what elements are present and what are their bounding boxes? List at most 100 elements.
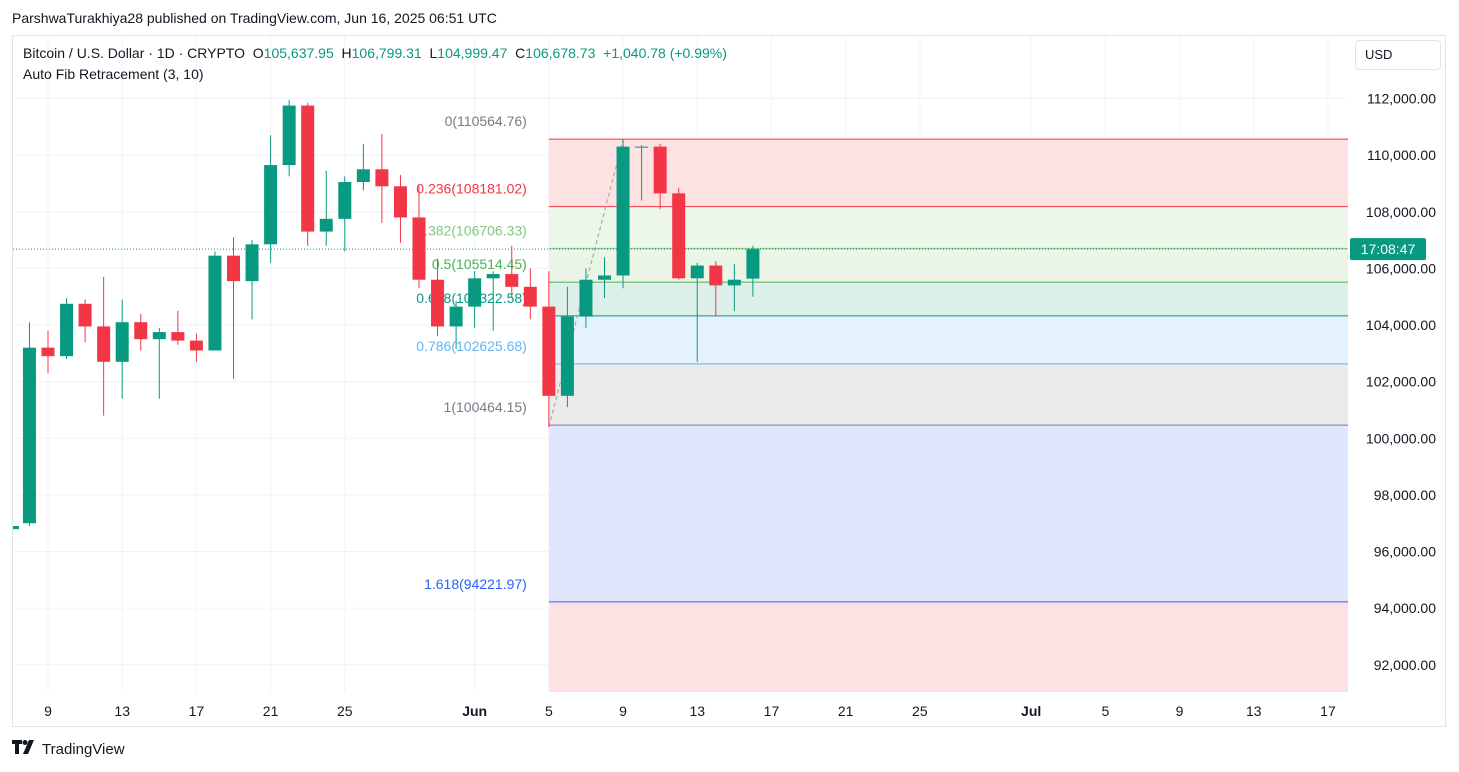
candle-body (746, 249, 760, 279)
candle-body (579, 279, 593, 317)
candle (412, 186, 426, 289)
y-axis-tick-label: 104,000.00 (1366, 317, 1436, 333)
candle (542, 271, 556, 427)
candle-body (449, 306, 463, 327)
x-axis-tick-label: 25 (337, 703, 353, 719)
x-axis-tick-label: Jul (1021, 703, 1041, 719)
fib-level-label: 1(100464.15) (444, 399, 527, 415)
x-axis-tick-label: 9 (619, 703, 627, 719)
fib-level-label: 0.236(108181.02) (416, 181, 527, 197)
x-axis-tick-label: 21 (263, 703, 279, 719)
candle (635, 145, 649, 201)
candle-body (301, 105, 315, 232)
candle (189, 333, 203, 362)
y-axis-tick-label: 96,000.00 (1374, 544, 1436, 560)
y-axis-tick-label: 110,000.00 (1367, 147, 1436, 163)
indicator-legend[interactable]: Auto Fib Retracement (3, 10) (23, 66, 204, 82)
candle-body (227, 255, 240, 282)
candle (468, 271, 482, 328)
x-axis-tick-label: 13 (114, 703, 130, 719)
x-axis-tick-label: 5 (1101, 703, 1109, 719)
candle-body (115, 322, 129, 362)
candle (727, 264, 741, 311)
x-axis-tick-label: 13 (1246, 703, 1262, 719)
high-label: H (341, 45, 352, 61)
candle (486, 271, 500, 331)
candle-body (523, 286, 537, 307)
candle (505, 245, 519, 299)
fib-level-label: 1.618(94221.97) (424, 576, 527, 592)
fib-zone (548, 206, 1348, 249)
candle (319, 170, 333, 246)
candle (22, 322, 36, 527)
fib-zone (548, 248, 1348, 283)
candle-partial (13, 526, 19, 530)
candle-body (134, 322, 148, 340)
candle (134, 313, 148, 351)
x-axis-tick-label: 21 (838, 703, 854, 719)
fib-level-label: 0(110564.76) (445, 113, 527, 129)
candle (356, 143, 370, 191)
candle-body (356, 169, 370, 183)
candle (560, 286, 574, 408)
candle-body (78, 303, 92, 327)
candle (282, 99, 296, 177)
fib-zone (548, 315, 1348, 364)
x-axis-tick-label: 17 (1320, 703, 1336, 719)
tradingview-footer[interactable]: TradingView (12, 740, 125, 759)
candle (41, 330, 55, 374)
candle (598, 257, 611, 299)
candle-body (152, 332, 166, 340)
fib-zone (548, 601, 1348, 692)
candle (579, 268, 593, 328)
candle (152, 327, 166, 399)
y-axis-tick-label: 94,000.00 (1374, 600, 1436, 616)
change-value: +1,040.78 (+0.99%) (603, 45, 727, 61)
fib-zone (548, 139, 1348, 207)
candle (393, 174, 407, 243)
candle (690, 262, 704, 362)
candle (523, 268, 537, 320)
candle-body (653, 146, 667, 194)
candle-body (338, 182, 352, 219)
open-value: 105,637.95 (263, 45, 334, 61)
candle-body (208, 255, 222, 351)
price-tag-bg (1350, 238, 1426, 261)
candle (208, 251, 222, 351)
fib-level-label: 0.5(105514.45) (432, 256, 527, 272)
candle (115, 299, 129, 399)
candle-body (264, 165, 278, 245)
candle-body (598, 275, 611, 280)
candle-body (412, 217, 426, 280)
chart-frame (12, 35, 1446, 727)
candle (672, 187, 686, 280)
candle-body (431, 279, 445, 327)
y-axis-tick-label: 98,000.00 (1374, 487, 1436, 503)
fib-zone (548, 363, 1348, 426)
candle-body (672, 193, 686, 279)
fib-zone (548, 282, 1348, 316)
candle-body (319, 218, 333, 232)
high-value: 106,799.31 (351, 45, 422, 61)
publisher-header: ParshwaTurakhiya28 published on TradingV… (12, 10, 497, 26)
candle (171, 310, 185, 345)
candle-body (468, 278, 482, 307)
x-axis-tick-label: 9 (44, 703, 52, 719)
y-axis-tick-label: 102,000.00 (1366, 374, 1436, 390)
low-label: L (429, 45, 438, 61)
candle (653, 143, 667, 209)
currency-button[interactable]: USD (1355, 40, 1441, 70)
candle (746, 245, 760, 297)
candle-body (282, 105, 296, 166)
symbol-label[interactable]: Bitcoin / U.S. Dollar · 1D · CRYPTO (23, 45, 245, 61)
open-label: O (252, 45, 264, 61)
candle (97, 276, 111, 416)
candle (264, 135, 278, 263)
candle (60, 298, 74, 359)
candle (301, 102, 315, 246)
price-tag-label: 17:08:47 (1361, 241, 1416, 257)
x-axis-tick-label: 17 (189, 703, 205, 719)
ohlc-legend: Bitcoin / U.S. Dollar · 1D · CRYPTO O105… (23, 45, 727, 61)
x-axis-tick-label: 9 (1176, 703, 1184, 719)
